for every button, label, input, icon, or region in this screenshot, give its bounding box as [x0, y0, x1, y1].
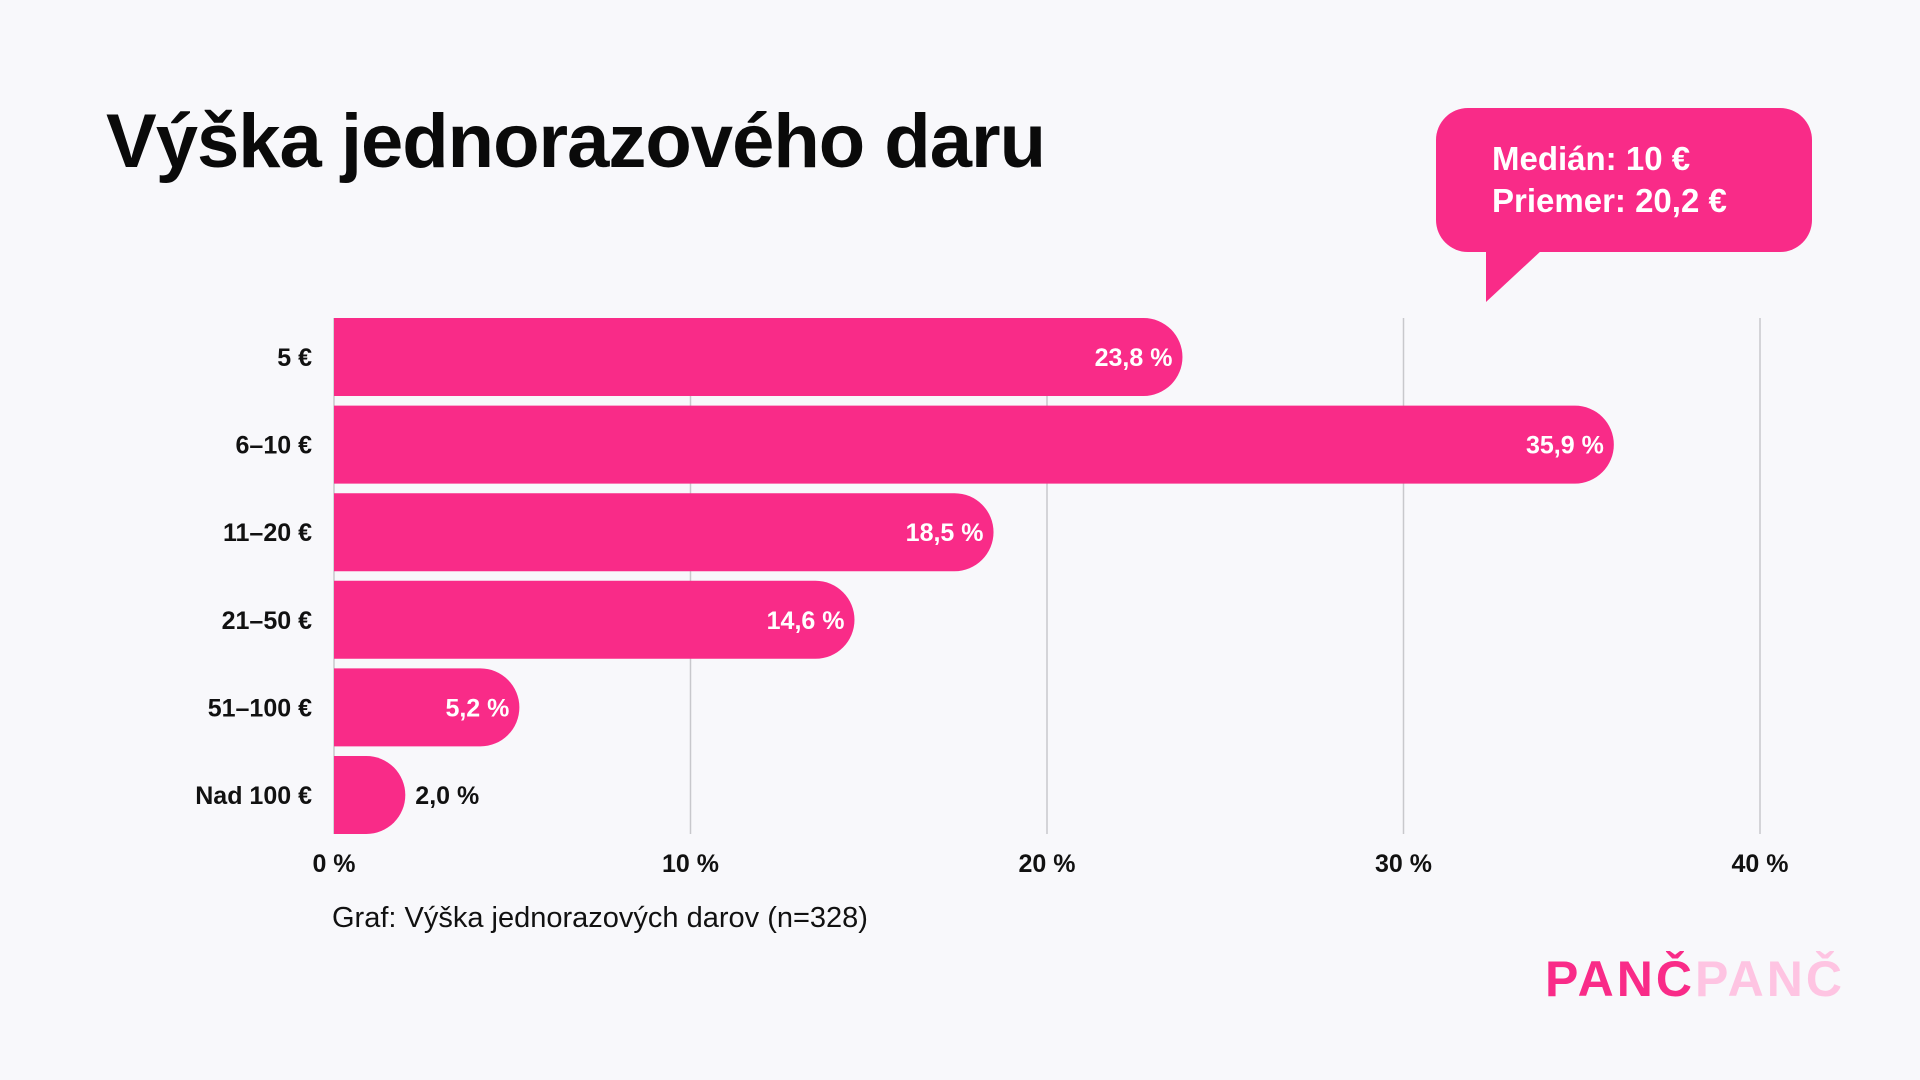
labels: 0 % 10 % 20 % 30 % 40 % 5 € 23,8 % 6–10 € 35,9 %… [195, 344, 1788, 878]
value-label: 23,8 % [1095, 344, 1173, 372]
median-label: Medián: 10 € [1492, 140, 1691, 177]
category-label: 6–10 € [236, 432, 313, 460]
category-label: Nad 100 € [195, 782, 312, 810]
logo-part-1: PANČ [1545, 951, 1695, 1007]
value-label: 2,0 % [415, 782, 479, 810]
value-label: 18,5 % [906, 519, 984, 547]
bar [334, 493, 994, 572]
bar [334, 668, 520, 747]
x-tick-label: 0 % [312, 850, 355, 878]
callout-tail [1486, 250, 1542, 302]
x-tick-label: 10 % [662, 850, 719, 878]
bar [334, 318, 1183, 396]
value-label: 14,6 % [767, 607, 845, 635]
value-label: 35,9 % [1526, 432, 1604, 460]
category-label: 51–100 € [208, 694, 312, 722]
category-label: 5 € [277, 344, 312, 372]
x-tick-label: 40 % [1732, 850, 1789, 878]
value-label: 5,2 % [445, 694, 509, 722]
bar [334, 756, 406, 834]
chart-title: Výška jednorazového daru [106, 99, 1046, 184]
grid-lines [333, 318, 1761, 834]
bar [334, 405, 1614, 484]
mean-label: Priemer: 20,2 € [1492, 182, 1727, 219]
x-tick-label: 20 % [1019, 850, 1076, 878]
bar [334, 580, 855, 659]
category-label: 21–50 € [222, 607, 312, 635]
logo: PANČPANČ [1545, 950, 1845, 1008]
category-label: 11–20 € [223, 519, 312, 547]
bars [334, 318, 1614, 834]
footnote: Graf: Výška jednorazových darov (n=328) [332, 902, 868, 934]
logo-part-2: PANČ [1694, 951, 1845, 1007]
x-tick-label: 30 % [1375, 850, 1432, 878]
stats-callout: Medián: 10 € Priemer: 20,2 € [1436, 108, 1812, 252]
